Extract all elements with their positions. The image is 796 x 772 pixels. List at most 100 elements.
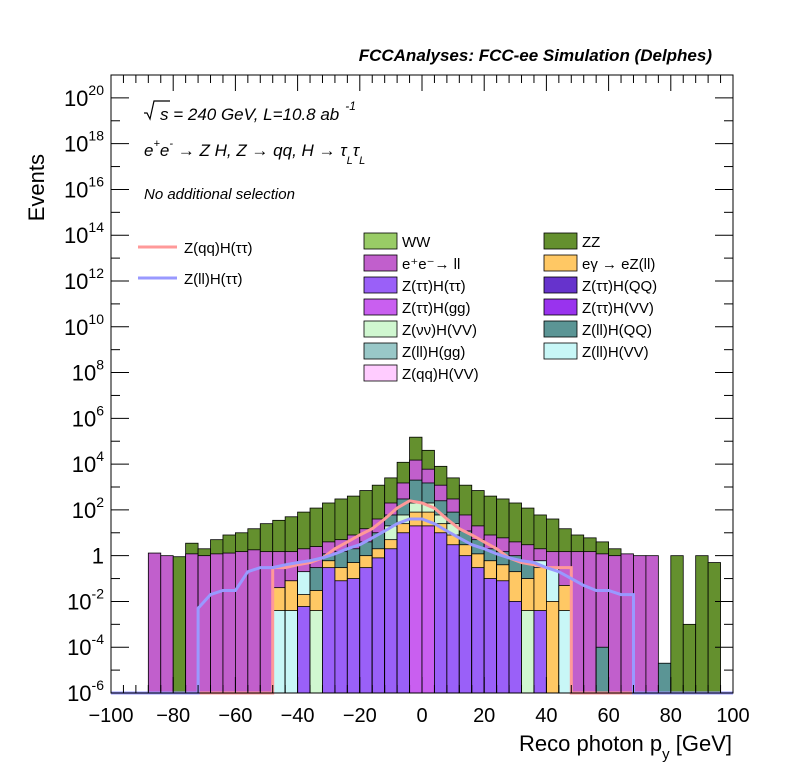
y-tick-label-base: 10 bbox=[72, 452, 96, 477]
histogram-bin-25-band-0 bbox=[458, 555, 473, 694]
y-tick-label-base: 10 bbox=[67, 635, 91, 660]
histogram-bin-4-band-0 bbox=[197, 555, 211, 694]
y-tick-label-6: 108 bbox=[72, 357, 104, 386]
histogram-bin-44-band-0 bbox=[695, 555, 709, 694]
legend-fill-label-9: Z(ll)H(QQ) bbox=[582, 322, 652, 339]
histogram-bin-18-band-0 bbox=[371, 557, 386, 694]
histogram-bin-35-band-0 bbox=[583, 551, 597, 694]
histogram-bin-31-band-0 bbox=[533, 610, 547, 694]
legend-line-label-1: Z(ll)H(ττ) bbox=[184, 271, 243, 288]
process-part-0: e bbox=[144, 141, 153, 160]
histogram-bin-45-band-0 bbox=[707, 562, 721, 694]
histogram-bin-6-band-0 bbox=[222, 552, 236, 694]
legend-fill-label-11: Z(ll)H(VV) bbox=[582, 344, 649, 361]
legend-fill-label-6: Z(ττ)H(gg) bbox=[402, 300, 471, 317]
histogram-bin-30-band-0 bbox=[521, 610, 535, 694]
legend-fill-label-8: Z(νν)H(VV) bbox=[402, 322, 477, 339]
legend-fill-swatch-12 bbox=[363, 364, 398, 382]
selection-annotation: No additional selection bbox=[144, 186, 295, 203]
histogram-bin-27-band-0 bbox=[483, 578, 498, 694]
signal-histograms bbox=[111, 499, 733, 695]
y-tick-label-exponent: -6 bbox=[92, 677, 105, 693]
histogram-bin-33-band-0 bbox=[558, 610, 572, 694]
histogram-bin-43-band-0 bbox=[682, 623, 697, 694]
legend-fill-label-2: e⁺e⁻→ ll bbox=[402, 256, 460, 273]
y-tick-label-exponent: 20 bbox=[88, 82, 104, 98]
y-tick-label-exponent: 14 bbox=[88, 219, 104, 235]
histogram-bin-19-band-0 bbox=[384, 548, 398, 694]
y-tick-label-5: 1010 bbox=[64, 311, 104, 340]
x-tick-label-5: 0 bbox=[416, 705, 427, 727]
y-tick-label-exponent: 6 bbox=[96, 402, 104, 418]
y-tick-label-4: 1012 bbox=[64, 265, 104, 294]
y-tick-label-13: 10-6 bbox=[67, 677, 104, 706]
y-tick-label-1: 1018 bbox=[64, 128, 104, 157]
y-tick-label-9: 102 bbox=[72, 494, 104, 523]
y-tick-label-base: 10 bbox=[72, 361, 96, 386]
y-tick-label-10: 1 bbox=[92, 544, 104, 569]
y-tick-label-exponent: 18 bbox=[88, 128, 104, 144]
sqrt-symbol-icon bbox=[144, 100, 170, 121]
x-tick-label-2: −60 bbox=[218, 705, 252, 727]
y-tick-label-base: 10 bbox=[72, 498, 96, 523]
x-tick-label-8: 60 bbox=[597, 705, 619, 727]
energy-lumi-text: s = 240 GeV, L=10.8 ab -1 bbox=[160, 99, 356, 124]
chart-header-title: FCCAnalyses: FCC-ee Simulation (Delphes) bbox=[359, 46, 713, 65]
legend-fill-swatch-5 bbox=[543, 276, 578, 294]
legend: Z(qq)H(ττ) Z(ll)H(ττ) WW ZZ e⁺e⁻→ ll eγ → eZ(… bbox=[138, 232, 657, 383]
y-tick-label-base: 10 bbox=[67, 589, 91, 614]
legend-fill-swatch-2 bbox=[363, 254, 398, 272]
histogram-bin-39-band-0 bbox=[633, 555, 647, 694]
y-tick-label-exponent: 2 bbox=[96, 494, 104, 510]
histogram-bin-26-band-0 bbox=[471, 567, 485, 694]
legend-fill-swatch-11 bbox=[543, 342, 578, 360]
histogram-bin-40-band-0 bbox=[645, 555, 659, 694]
y-tick-label-exponent: 4 bbox=[96, 448, 104, 464]
y-tick-label-11: 10-2 bbox=[67, 585, 104, 614]
legend-fill-label-1: ZZ bbox=[582, 234, 600, 251]
legend-fill-label-3: eγ → eZ(ll) bbox=[582, 256, 655, 273]
histogram-bin-41-band-0 bbox=[657, 662, 672, 694]
y-axis-label: Events bbox=[24, 154, 49, 221]
histogram-bin-23-band-0 bbox=[434, 532, 448, 694]
y-tick-label-base: 10 bbox=[64, 86, 88, 111]
legend-fill-label-0: WW bbox=[402, 234, 431, 251]
process-part-6: τ bbox=[353, 141, 361, 160]
y-tick-label-exponent: 12 bbox=[88, 265, 104, 281]
y-tick-label-base: 10 bbox=[64, 132, 88, 157]
histogram-bin-34-band-0 bbox=[570, 551, 585, 694]
histogram-bin-15-band-0 bbox=[334, 580, 348, 694]
histogram-bin-32-band-0 bbox=[546, 601, 560, 694]
y-tick-label-exponent: -2 bbox=[92, 585, 105, 601]
process-part-1: + bbox=[153, 138, 160, 150]
legend-fill-label-10: Z(ll)H(gg) bbox=[402, 344, 465, 361]
y-tick-label-base: 10 bbox=[64, 177, 88, 202]
histogram-bin-21-band-0 bbox=[409, 525, 423, 694]
histogram-bin-36-band-0 bbox=[595, 646, 609, 694]
y-tick-label-exponent: -4 bbox=[92, 631, 105, 647]
legend-fill-swatch-8 bbox=[363, 320, 398, 338]
y-tick-label-base: 10 bbox=[64, 269, 88, 294]
legend-fill-label-12: Z(qq)H(VV) bbox=[402, 366, 479, 383]
y-tick-label-12: 10-4 bbox=[67, 631, 104, 660]
process-part-2: e bbox=[160, 141, 169, 160]
legend-fill-label-4: Z(ττ)H(ττ) bbox=[402, 278, 466, 295]
x-tick-label-3: −40 bbox=[281, 705, 315, 727]
lumi-exponent: -1 bbox=[345, 99, 356, 113]
legend-fill-swatch-0 bbox=[363, 232, 398, 250]
histogram-bin-13-band-0 bbox=[309, 610, 323, 694]
legend-line-label-0: Z(qq)H(ττ) bbox=[184, 240, 253, 257]
y-tick-label-base: 10 bbox=[64, 223, 88, 248]
y-tick-label-exponent: 16 bbox=[88, 173, 104, 189]
histogram-bin-11-band-0 bbox=[284, 610, 299, 694]
energy-symbol: s bbox=[160, 105, 169, 124]
histogram-bin-2-band-0 bbox=[172, 556, 187, 694]
x-tick-label-7: 40 bbox=[535, 705, 557, 727]
energy-value: = 240 GeV, L=10.8 ab bbox=[169, 105, 340, 124]
legend-fill-swatch-3 bbox=[543, 254, 578, 272]
histogram-bin-37-band-0 bbox=[608, 555, 622, 694]
x-axis-label-main: Reco photon p bbox=[519, 731, 662, 756]
x-tick-label-9: 80 bbox=[660, 705, 682, 727]
histogram-bin-9-band-0 bbox=[259, 551, 274, 694]
x-axis-label-sub: y bbox=[662, 746, 670, 763]
